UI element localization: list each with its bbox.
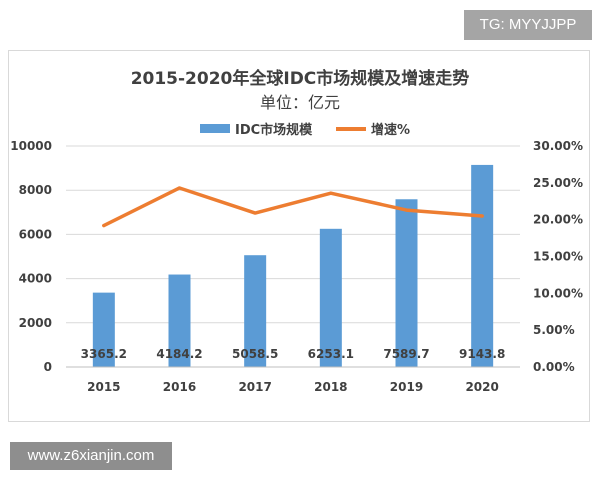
y-left-tick-label: 4000 xyxy=(19,272,52,286)
x-tick-label: 2015 xyxy=(87,380,120,394)
x-tick-label: 2016 xyxy=(163,380,196,394)
y-left-tick-label: 8000 xyxy=(19,183,52,197)
line-point xyxy=(178,186,181,190)
bar-data-label: 7589.7 xyxy=(383,347,429,361)
y-right-tick-label: 0.00% xyxy=(533,360,575,374)
y-right-tick-label: 5.00% xyxy=(533,323,575,337)
y-right-tick-label: 15.00% xyxy=(533,250,583,264)
bar-data-label: 9143.8 xyxy=(459,347,505,361)
y-right-tick-label: 30.00% xyxy=(533,139,583,153)
bar xyxy=(471,164,494,367)
y-left-tick-label: 2000 xyxy=(19,316,52,330)
line-point xyxy=(405,208,408,212)
legend-bar-swatch xyxy=(200,124,230,133)
x-tick-label: 2020 xyxy=(465,380,498,394)
chart-legend: IDC市场规模 增速% xyxy=(0,119,600,139)
bar-data-label: 3365.2 xyxy=(81,347,127,361)
x-tick-label: 2018 xyxy=(314,380,347,394)
legend-item-line-series: 增速% xyxy=(336,119,410,138)
line-series xyxy=(102,186,484,228)
bar-data-label: 5058.5 xyxy=(232,347,278,361)
y-right-tick-label: 20.00% xyxy=(533,213,583,227)
bar xyxy=(168,274,191,367)
bar xyxy=(244,255,267,367)
bar-data-label: 4184.2 xyxy=(156,347,202,361)
line-point xyxy=(102,224,106,228)
x-tick-label: 2017 xyxy=(238,380,271,394)
bar xyxy=(395,199,418,367)
y-left-tick-label: 6000 xyxy=(19,227,52,241)
x-tick-label: 2019 xyxy=(390,380,423,394)
y-right-tick-label: 10.00% xyxy=(533,286,583,300)
legend-label-line-series: 增速% xyxy=(371,123,411,138)
line-point xyxy=(480,214,484,218)
legend-item-bar-series: IDC市场规模 xyxy=(200,119,312,138)
legend-label-bar-series: IDC市场规模 xyxy=(235,123,313,138)
chart-subtitle: 单位：亿元 xyxy=(259,93,340,112)
line-point xyxy=(329,191,333,195)
y-right-tick-label: 25.00% xyxy=(533,176,583,190)
bar xyxy=(319,228,342,367)
y-left-tick-label: 10000 xyxy=(10,139,52,153)
line-point xyxy=(253,211,257,215)
chart-title: 2015-2020年全球IDC市场规模及增速走势 xyxy=(130,69,470,89)
watermark: www.z6xianjin.com xyxy=(10,442,172,470)
bar-data-label: 6253.1 xyxy=(308,347,354,361)
bar xyxy=(92,292,115,367)
y-left-tick-label: 0 xyxy=(44,360,52,374)
tag-label: TG: MYYJJPP xyxy=(464,10,592,40)
legend-line-swatch xyxy=(336,126,366,131)
